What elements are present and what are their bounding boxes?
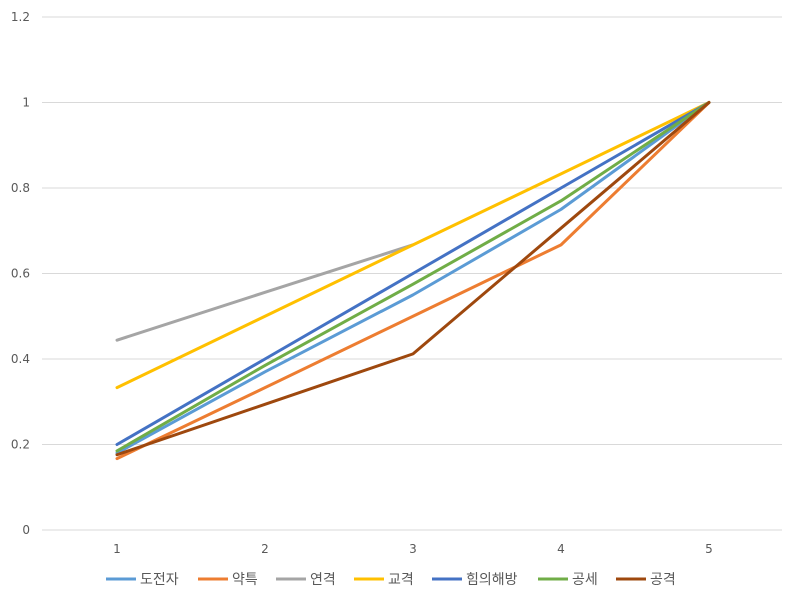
series-lines (115, 101, 711, 461)
series-line-0 (115, 101, 711, 455)
legend-item: 공격 (616, 572, 676, 588)
legend-item: 교격 (354, 572, 414, 588)
series-line-2 (115, 243, 415, 342)
x-axis-ticks: 1 2 3 4 5 (113, 542, 713, 556)
series-line-4 (115, 101, 711, 446)
x-tick-label: 3 (409, 542, 417, 556)
y-tick-label: 0.4 (11, 352, 30, 366)
legend-item: 연격 (276, 572, 336, 588)
legend-item: 도전자 (106, 572, 179, 588)
y-tick-label: 0 (22, 523, 30, 537)
legend-label: 연격 (310, 572, 336, 588)
series-line-3 (115, 101, 711, 390)
legend: 도전자 약특 연격 교격 힘의해방 공세 공격 (106, 572, 676, 588)
y-tick-label: 0.8 (11, 181, 30, 195)
y-axis-ticks: 0 0.2 0.4 0.6 0.8 1 1.2 (11, 10, 30, 537)
series-line-6 (115, 101, 711, 457)
legend-item: 힘의해방 (432, 572, 518, 588)
series-line-5 (115, 101, 711, 453)
y-tick-label: 1.2 (11, 10, 30, 24)
legend-item: 약특 (198, 572, 258, 588)
legend-item: 공세 (538, 572, 598, 588)
gridlines (42, 16, 782, 531)
legend-label: 공격 (650, 572, 676, 588)
y-tick-label: 0.6 (11, 267, 30, 281)
legend-label: 도전자 (140, 572, 179, 588)
x-tick-label: 5 (705, 542, 713, 556)
series-line-1 (115, 101, 711, 461)
x-tick-label: 2 (261, 542, 269, 556)
y-tick-label: 1 (22, 96, 30, 110)
legend-label: 힘의해방 (466, 572, 518, 588)
x-tick-label: 1 (113, 542, 121, 556)
y-tick-label: 0.2 (11, 438, 30, 452)
legend-label: 공세 (572, 572, 598, 588)
legend-label: 교격 (388, 572, 414, 588)
legend-label: 약특 (232, 572, 258, 588)
x-tick-label: 4 (557, 542, 565, 556)
